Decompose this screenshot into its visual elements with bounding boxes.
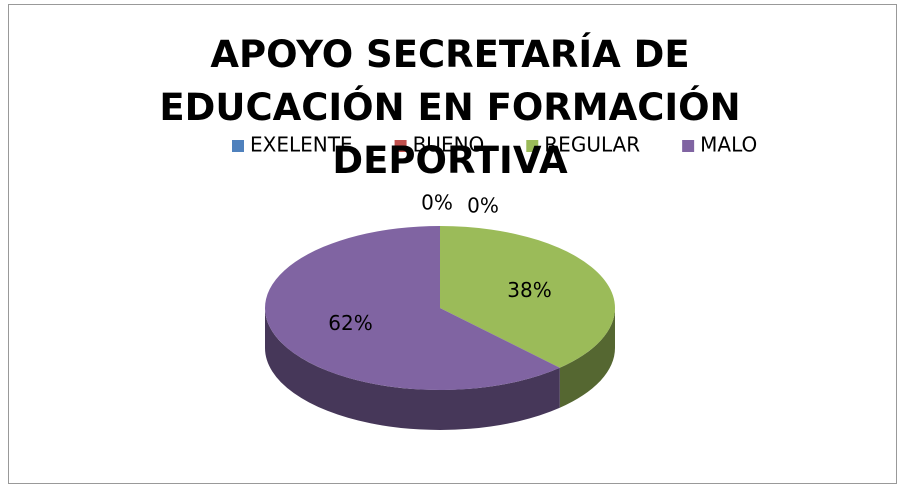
legend-label: MALO <box>700 133 757 157</box>
legend-swatch <box>394 140 407 152</box>
pie-side <box>265 308 560 430</box>
data-label: 0% <box>467 194 499 218</box>
data-label: 0% <box>421 191 453 215</box>
pie-slice <box>264 226 560 390</box>
legend-swatch <box>232 140 244 152</box>
pie-slice <box>440 226 615 368</box>
legend-label: BUENO <box>413 133 485 157</box>
pie-side <box>559 308 615 408</box>
chart-title: APOYO SECRETARÍA DE EDUCACIÓN EN FORMACI… <box>159 33 741 182</box>
legend-swatch <box>682 140 695 152</box>
data-label: 62% <box>328 311 372 335</box>
legend-swatch <box>526 140 539 152</box>
data-label: 38% <box>507 278 551 302</box>
legend-label: REGULAR <box>544 133 640 157</box>
legend-label: EXELENTE <box>250 133 353 157</box>
